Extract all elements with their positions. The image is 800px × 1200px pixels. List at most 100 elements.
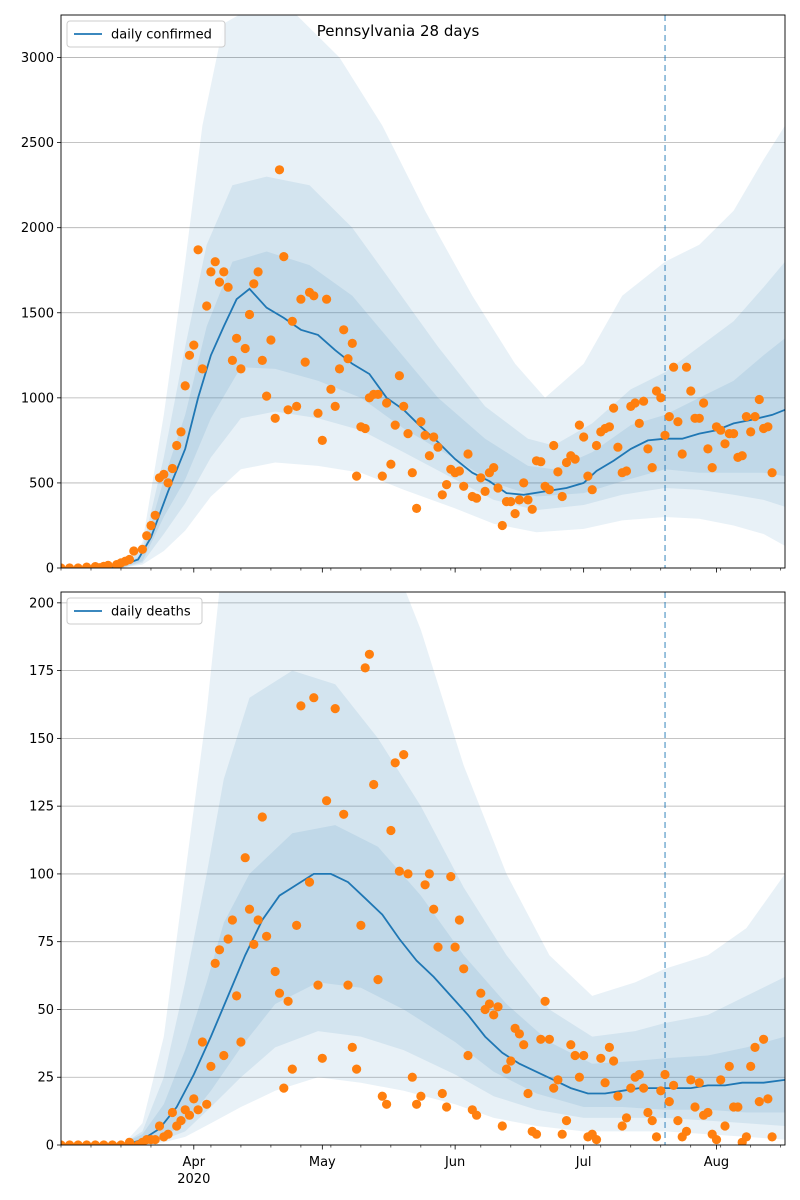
data-point	[176, 427, 186, 437]
data-point	[253, 267, 263, 277]
y-tick-label: 1500	[21, 306, 54, 321]
data-point	[73, 563, 83, 568]
y-tick-label: 1000	[21, 391, 54, 406]
y-tick-label: 0	[46, 562, 54, 577]
data-point	[219, 267, 229, 277]
data-point	[82, 562, 92, 568]
data-point	[193, 1105, 203, 1115]
data-point	[429, 904, 439, 914]
data-point	[309, 693, 319, 703]
y-tick-label: 100	[29, 867, 54, 882]
confirmed-panel: 0 500 1000 1500 2000 2500 3000 daily confirmed	[21, 14, 786, 577]
series-line	[61, 873, 785, 1145]
data-point	[549, 440, 559, 451]
data-point	[570, 454, 580, 464]
data-point	[767, 1132, 777, 1142]
data-point	[694, 413, 704, 423]
data-point	[210, 958, 220, 969]
data-point	[214, 945, 225, 955]
data-point	[754, 394, 764, 405]
data-point	[292, 401, 302, 411]
data-point	[334, 364, 345, 374]
data-point	[669, 362, 679, 372]
data-point	[244, 904, 255, 914]
data-point	[634, 418, 644, 428]
data-point	[450, 942, 460, 952]
data-point	[184, 1110, 195, 1120]
data-point	[210, 257, 220, 267]
data-point	[287, 1064, 297, 1074]
data-point	[283, 996, 293, 1006]
data-point	[390, 758, 400, 768]
data-point	[373, 389, 383, 399]
data-point	[279, 1083, 289, 1093]
data-point	[707, 463, 717, 473]
data-point	[703, 444, 713, 454]
data-point	[240, 853, 250, 863]
data-point	[219, 1050, 229, 1061]
data-point	[347, 1042, 357, 1052]
data-point	[553, 1075, 563, 1085]
data-point	[283, 405, 293, 415]
y-tick-label: 75	[37, 935, 54, 950]
y-tick-label: 3000	[21, 51, 54, 66]
data-point	[232, 333, 242, 343]
data-point	[583, 471, 593, 481]
data-point	[420, 430, 430, 440]
y-tick-label: 50	[37, 1003, 54, 1018]
data-point	[544, 1034, 555, 1044]
data-point	[61, 1140, 66, 1145]
data-point	[206, 1061, 216, 1071]
data-point	[519, 478, 529, 488]
data-point	[741, 1132, 752, 1142]
legend-box	[66, 20, 226, 48]
data-point	[656, 1086, 666, 1096]
data-point	[394, 866, 404, 876]
data-point	[223, 934, 233, 944]
data-point	[65, 1140, 75, 1145]
data-point	[407, 468, 417, 478]
data-point	[227, 355, 237, 365]
data-point	[621, 466, 632, 476]
data-point	[664, 412, 674, 422]
data-point	[647, 1116, 657, 1126]
data-point	[566, 1040, 576, 1050]
data-point	[694, 1078, 704, 1088]
data-point	[412, 503, 422, 513]
data-point	[184, 350, 195, 360]
data-point	[274, 988, 285, 998]
data-point	[763, 422, 773, 432]
data-point	[639, 396, 649, 406]
data-point	[227, 915, 237, 925]
data-point	[741, 412, 752, 422]
data-point	[364, 649, 374, 659]
data-point	[394, 371, 404, 381]
data-point	[433, 442, 443, 452]
data-point	[703, 1107, 713, 1118]
data-point	[240, 343, 250, 354]
data-point	[489, 1010, 499, 1020]
uncertainty-band	[61, 670, 785, 1145]
data-point	[716, 1075, 726, 1085]
data-point	[382, 1099, 392, 1109]
data-point	[596, 1053, 606, 1063]
data-point	[347, 338, 357, 348]
data-point	[296, 701, 306, 711]
legend: daily confirmed	[66, 20, 226, 48]
data-point	[150, 1135, 160, 1145]
data-point	[746, 1061, 756, 1071]
data-point	[386, 825, 396, 836]
data-point	[107, 1140, 117, 1145]
data-point	[557, 491, 567, 502]
uncertainty-band	[61, 592, 785, 1145]
data-point	[360, 423, 370, 434]
y-tick-label: 0	[46, 1139, 54, 1154]
data-point	[206, 267, 216, 277]
data-point	[167, 463, 177, 474]
data-point	[424, 869, 434, 879]
data-point	[459, 481, 469, 491]
legend: daily deaths	[66, 597, 203, 625]
y-tick-label: 500	[29, 476, 54, 491]
data-point	[437, 1088, 447, 1099]
